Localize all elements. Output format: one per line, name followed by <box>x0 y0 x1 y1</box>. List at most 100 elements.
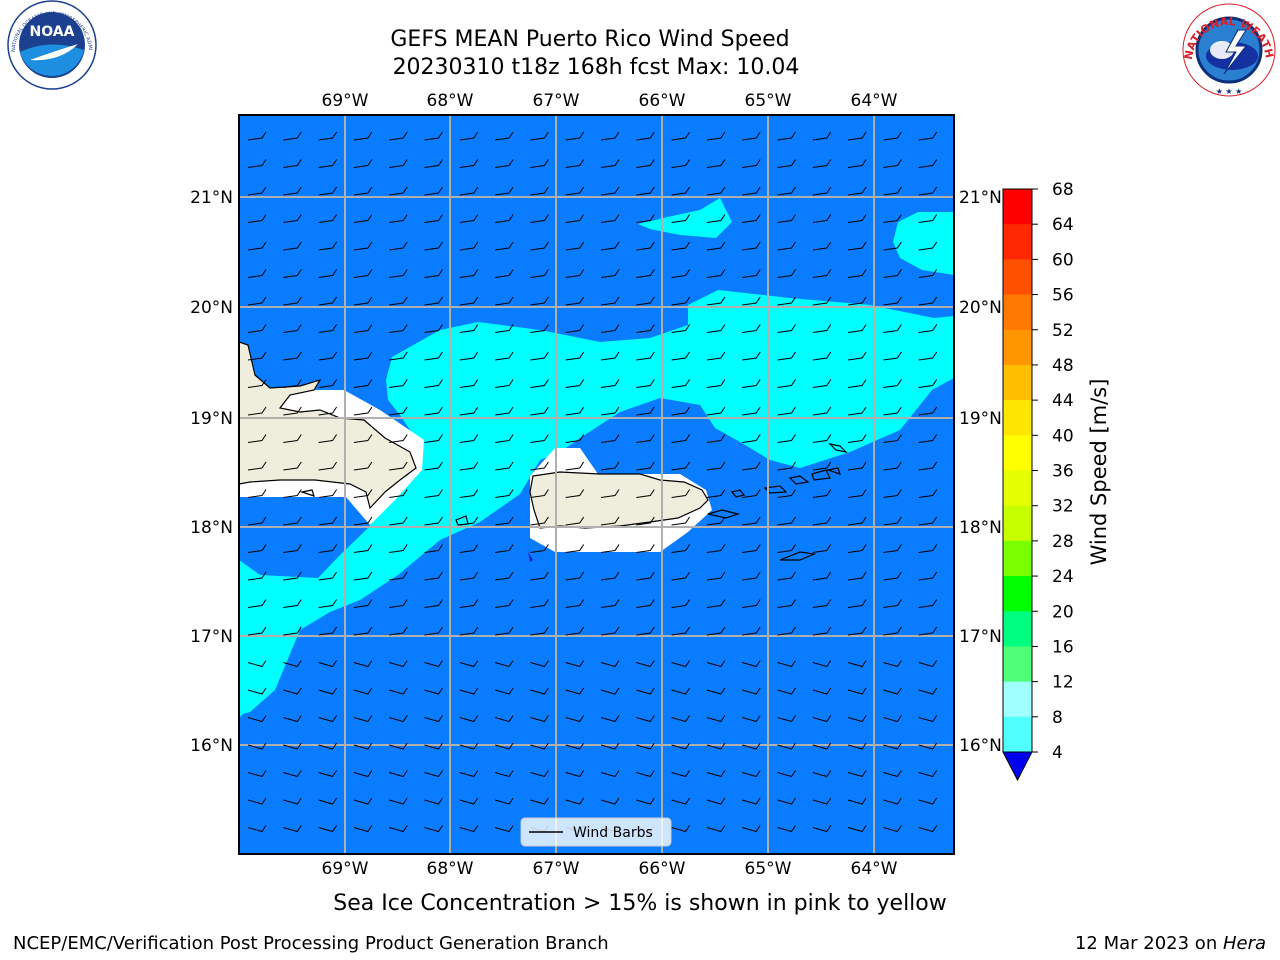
wind-barb <box>530 544 549 553</box>
wind-barb <box>777 544 796 553</box>
wind-barb <box>389 269 408 278</box>
wind-barb <box>600 516 620 526</box>
wind-barb <box>353 269 373 278</box>
wind-barb <box>318 214 338 223</box>
wind-barb <box>247 351 267 361</box>
wind-barb <box>671 742 691 750</box>
wind-barb <box>318 571 338 581</box>
colorbar-band <box>1003 470 1032 507</box>
wind-barb <box>495 269 514 278</box>
wind-barb <box>777 571 796 581</box>
wind-barb <box>812 434 832 443</box>
wind-barb <box>424 406 443 416</box>
wind-barb <box>459 489 479 498</box>
wind-barb <box>671 797 691 805</box>
wind-barb <box>742 159 761 168</box>
wind-barb <box>283 770 302 778</box>
wind-barb <box>247 742 267 750</box>
wind-barb <box>600 324 620 333</box>
wind-barb <box>777 214 796 223</box>
wind-barb <box>883 516 902 526</box>
wind-barb <box>494 687 514 695</box>
wind-barb <box>742 715 761 723</box>
wind-barb <box>565 489 585 498</box>
wind-barb <box>530 660 549 668</box>
colorbar-tick-label: 44 <box>1052 391 1074 411</box>
map-area <box>239 115 954 854</box>
wind-barb <box>742 516 761 526</box>
lat-label: 17°N <box>190 627 233 647</box>
wind-barb <box>459 214 479 223</box>
wind-barb <box>353 571 373 581</box>
wind-barb <box>848 544 867 553</box>
wind-barb <box>530 687 549 695</box>
wind-barb <box>389 626 408 636</box>
colorbar-band <box>1003 224 1032 260</box>
wind-barb <box>812 770 832 778</box>
wind-barb <box>495 351 514 361</box>
wind-barb <box>777 186 796 196</box>
wind-barb <box>389 797 408 805</box>
colorbar-tick-label: 8 <box>1052 708 1063 728</box>
wind-barb <box>706 269 726 278</box>
map-frame <box>238 114 955 855</box>
wind-barb <box>459 406 479 416</box>
wind-barb <box>742 186 761 196</box>
wind-barb <box>812 296 832 306</box>
wind-barb <box>494 770 514 778</box>
wind-barb <box>742 742 761 750</box>
wind-barb <box>848 241 867 251</box>
wind-barb <box>495 571 514 581</box>
wind-barb <box>812 516 832 526</box>
wind-barb <box>671 599 691 608</box>
lon-label: 68°W <box>427 91 474 111</box>
wind-barb <box>812 186 832 196</box>
wind-barb <box>247 131 267 141</box>
lat-label: 19°N <box>190 409 233 429</box>
wind-barb <box>247 434 267 443</box>
wind-barb <box>883 660 902 668</box>
wind-barb <box>530 461 549 471</box>
sea-ice-note: Sea Ice Concentration > 15% is shown in … <box>333 891 947 916</box>
lat-label: 21°N <box>190 188 233 208</box>
wind-barb <box>459 379 479 388</box>
lon-label: 69°W <box>322 91 369 111</box>
wind-barb <box>318 770 338 778</box>
wind-barb <box>530 599 549 608</box>
wind-barb <box>706 489 726 498</box>
wind-barb <box>530 797 549 805</box>
wind-barb <box>671 434 691 443</box>
wind-barb <box>283 626 302 636</box>
wind-barb <box>918 434 938 443</box>
wind-barb <box>389 571 408 581</box>
wind-barb <box>600 461 620 471</box>
wind-barb <box>883 434 902 443</box>
colorbar-tick-label: 32 <box>1052 497 1074 517</box>
wind-barb <box>883 241 902 251</box>
wind-barb <box>459 599 479 608</box>
wind-barb <box>459 516 479 526</box>
wind-barb <box>530 296 549 306</box>
mona-island-marker <box>528 552 533 562</box>
wind-barb <box>600 379 620 388</box>
wind-barb <box>636 269 655 278</box>
wind-barb <box>530 571 549 581</box>
wind-barb <box>848 379 867 388</box>
wind-barb <box>812 660 832 668</box>
wind-barb <box>494 660 514 668</box>
colorbar-band <box>1003 576 1032 612</box>
wind-barb <box>318 660 338 668</box>
wind-barb <box>318 742 338 750</box>
wind-barb <box>353 351 373 361</box>
colorbar-tick-label: 36 <box>1052 462 1074 482</box>
wind-barb <box>495 406 514 416</box>
wind-barb <box>530 626 549 636</box>
wind-barb <box>918 186 938 196</box>
wind-barb <box>777 159 796 168</box>
colorbar: 68 64 60 56 52 48 44 40 36 32 28 24 20 16 12 8 4 <box>1002 180 1074 782</box>
wind-barb <box>318 131 338 141</box>
colorbar-band <box>1003 435 1032 471</box>
wind-barb <box>848 131 867 141</box>
wind-barb <box>353 159 373 168</box>
wind-barb <box>353 324 373 333</box>
